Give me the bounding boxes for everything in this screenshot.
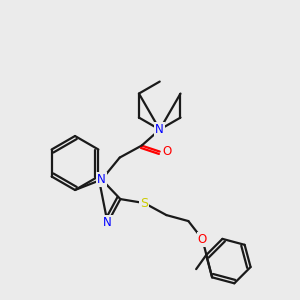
Text: O: O (198, 232, 207, 246)
Text: O: O (162, 145, 171, 158)
Text: N: N (155, 123, 164, 136)
Text: N: N (97, 173, 106, 186)
Text: S: S (140, 196, 148, 210)
Text: N: N (103, 216, 112, 230)
Text: N: N (97, 173, 106, 186)
Text: N: N (103, 216, 112, 230)
